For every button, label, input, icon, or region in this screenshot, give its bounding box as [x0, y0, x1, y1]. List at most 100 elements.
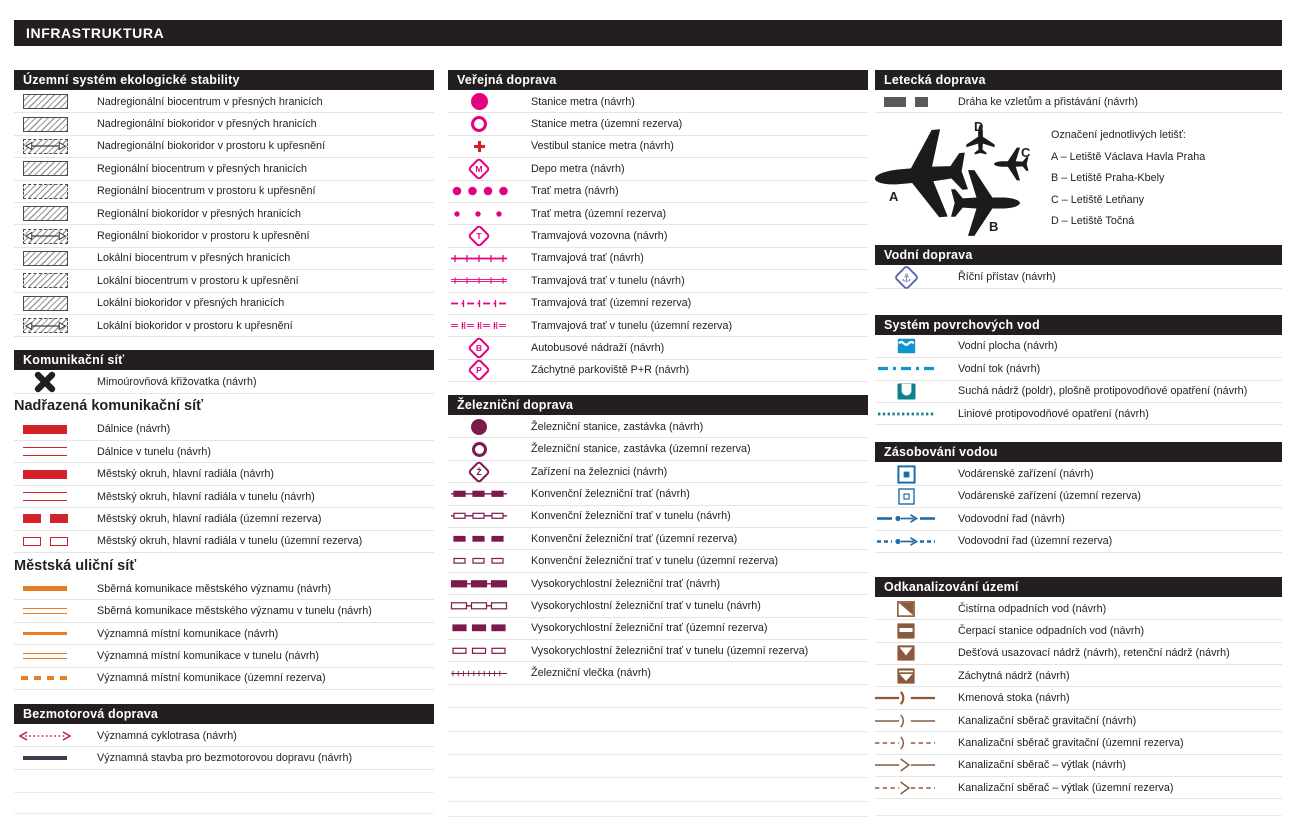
airport-list-intro: Označení jednotlivých letišť:: [1051, 129, 1186, 142]
legend-row: Konvenční železniční trať (návrh): [448, 483, 868, 506]
legend-item-label: Kmenová stoka (návrh): [958, 692, 1070, 705]
non-motorised-structure-line-icon: [14, 755, 76, 761]
legend-row: Suchá nádrž (poldr), plošně protipovodňo…: [875, 381, 1282, 403]
airplane-silhouette-icon: [993, 146, 1029, 182]
legend-item-label: Železniční stanice, zastávka (územní rez…: [531, 443, 751, 456]
conventional-rail-reserve-line-icon: [448, 532, 510, 546]
legend-row: Lokální biocentrum v přesných hranicích: [14, 248, 434, 271]
water-main-reserve-line-icon: [875, 535, 937, 548]
airport-list-item: D – Letiště Točná: [1051, 215, 1135, 228]
svg-text:⚓: ⚓: [901, 271, 911, 284]
airport-letter-label: B: [989, 219, 999, 235]
hatched-area-solid-border-icon: [14, 206, 76, 222]
legend-item-label: Regionální biokoridor v prostoru k upřes…: [97, 230, 310, 243]
legend-row: Významná cyklotrasa (návrh): [14, 725, 434, 748]
legend-item-label: Vysokorychlostní železniční trať (návrh): [531, 577, 721, 590]
legend-item-label: Významná místní komunikace (územní rezer…: [97, 672, 326, 685]
sewage-pumping-station-icon: [875, 623, 937, 639]
conventional-rail-line-icon: [448, 487, 510, 501]
local-road-tunnel-line-icon: [14, 652, 76, 659]
legend-item-label: Vysokorychlostní železniční trať v tunel…: [531, 599, 761, 612]
legend-column-3: Letecká doprava Dráha ke vzletům a přistá…: [874, 70, 1282, 817]
legend-row: Vestibul stanice metra (návrh): [448, 136, 868, 159]
section-header: Bezmotorová doprava: [14, 703, 434, 724]
airport-list-item: A – Letiště Václava Havla Praha: [1051, 150, 1206, 163]
section-header: Zásobování vodou: [875, 442, 1282, 463]
legend-row: Vodovodní řad (návrh): [875, 508, 1282, 531]
legend-item-label: Vodní plocha (návrh): [958, 340, 1058, 353]
hatched-area-dashed-arrow-icon: [14, 228, 76, 244]
flood-protection-line-icon: [875, 411, 937, 417]
high-speed-rail-line-icon: [448, 577, 510, 591]
legend-item-label: Regionální biocentrum v přesných hranicí…: [97, 162, 308, 175]
bus-terminal-icon: B: [448, 337, 510, 359]
trunk-sewer-line-icon: [875, 689, 937, 707]
legend-row: Významná místní komunikace (návrh): [14, 623, 434, 646]
section-header: Odkanalizování území: [875, 576, 1282, 597]
high-speed-rail-tunnel-reserve-line-icon: [448, 644, 510, 658]
legend-item-label: Lokální biocentrum v přesných hranicích: [97, 252, 291, 265]
legend-item-label: Kanalizační sběrač – výtlak (územní reze…: [958, 781, 1174, 794]
svg-text:T: T: [476, 231, 482, 241]
legend-row: Stanice metra (návrh): [448, 91, 868, 114]
empty-row: [448, 708, 868, 732]
conventional-rail-tunnel-line-icon: [448, 509, 510, 523]
empty-row: [448, 732, 868, 755]
legend-row: ⚓ Říční přístav (návrh): [875, 265, 1282, 289]
hatched-area-dashed-arrow-icon: [14, 138, 76, 154]
conventional-rail-tunnel-reserve-line-icon: [448, 554, 510, 568]
rail-station-icon: [448, 418, 510, 435]
legend-item-label: Městský okruh, hlavní radiála (územní re…: [97, 512, 322, 525]
legend-row: Významná místní komunikace (územní rezer…: [14, 668, 434, 690]
legend-item-label: Konvenční železniční trať (územní rezerv…: [531, 532, 738, 545]
legend-item-label: Městský okruh, hlavní radiála v tunelu (…: [97, 535, 363, 548]
legend-row: Železniční vlečka (návrh): [448, 662, 868, 685]
empty-row: [448, 685, 868, 709]
legend-row: Trať metra (územní rezerva): [448, 203, 868, 226]
legend-item-label: Záchytné parkoviště P+R (návrh): [531, 364, 690, 377]
legend-row: Dráha ke vzletům a přistávání (návrh): [875, 91, 1282, 114]
waterworks-facility-icon: [875, 464, 937, 484]
legend-item-label: Čistírna odpadních vod (návrh): [958, 602, 1107, 615]
section-header: Územní systém ekologické stability: [14, 70, 434, 90]
legend-row: Liniové protipovodňové opatření (návrh): [875, 403, 1282, 426]
legend-item-label: Konvenční železniční trať v tunelu (návr…: [531, 510, 731, 523]
rail-station-reserve-icon: [448, 441, 510, 457]
legend-item-label: Kanalizační sběrač gravitační (návrh): [958, 714, 1137, 727]
legend-item-label: Tramvajová trať (návrh): [531, 252, 644, 265]
legend-row: Sběrná komunikace městského významu (náv…: [14, 578, 434, 601]
legend-item-label: Záchytná nádrž (návrh): [958, 669, 1070, 682]
tram-track-line-icon: [448, 252, 510, 265]
legend-item-label: Vestibul stanice metra (návrh): [531, 140, 674, 153]
legend-row: Tramvajová trať (návrh): [448, 248, 868, 271]
legend-item-label: Liniové protipovodňové opatření (návrh): [958, 407, 1149, 420]
legend-item-label: Depo metra (návrh): [531, 162, 625, 175]
metro-depot-icon: M: [448, 158, 510, 180]
empty-row: [448, 802, 868, 817]
page-title: INFRASTRUKTURA: [14, 20, 1282, 46]
legend-item-label: Čerpací stanice odpadních vod (návrh): [958, 624, 1145, 637]
legend-item-label: Kanalizační sběrač – výtlak (návrh): [958, 759, 1127, 772]
high-speed-rail-tunnel-line-icon: [448, 599, 510, 613]
legend-row: Ž Zařízení na železnici (návrh): [448, 461, 868, 484]
section-header: Systém povrchových vod: [875, 314, 1282, 335]
section-header: Komunikační síť: [14, 350, 434, 371]
legend-row: Nadregionální biokoridor v prostoru k up…: [14, 136, 434, 159]
legend-row: Tramvajová trať (územní rezerva): [448, 293, 868, 315]
legend-item-label: Regionální biokoridor v přesných hranicí…: [97, 207, 302, 220]
legend-row: Kanalizační sběrač gravitační (územní re…: [875, 732, 1282, 755]
legend-row: Lokální biokoridor v přesných hranicích: [14, 293, 434, 315]
legend-row: Dálnice v tunelu (návrh): [14, 441, 434, 464]
rail-siding-line-icon: [448, 667, 510, 679]
airport-letter-label: D: [974, 119, 984, 135]
svg-text:B: B: [476, 343, 482, 353]
gravity-sewer-line-icon: [875, 712, 937, 730]
legend-row: Vysokorychlostní železniční trať (územní…: [448, 618, 868, 640]
legend-row: Mimoúrovňová křižovatka (návrh): [14, 371, 434, 394]
local-road-reserve-line-icon: [14, 676, 76, 681]
section-header: Železniční doprava: [448, 395, 868, 416]
airport-list-item: B – Letiště Praha-Kbely: [1051, 172, 1165, 185]
legend-row: Regionální biokoridor v přesných hranicí…: [14, 203, 434, 226]
legend-item-label: Kanalizační sběrač gravitační (územní re…: [958, 736, 1184, 749]
legend-item-label: Městský okruh, hlavní radiála (návrh): [97, 468, 275, 481]
